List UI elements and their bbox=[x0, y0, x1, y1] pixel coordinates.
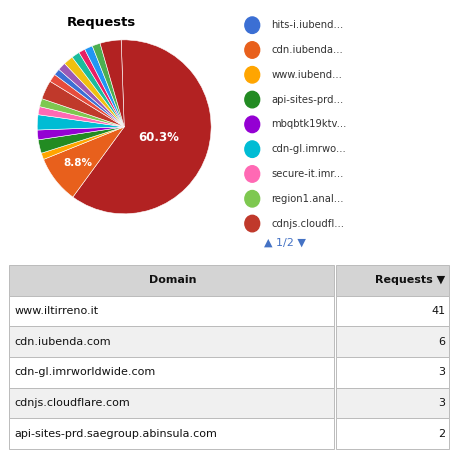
Wedge shape bbox=[55, 69, 124, 127]
Text: hits-i.iubend...: hits-i.iubend... bbox=[271, 20, 343, 30]
Text: cdn-gl.imrworldwide.com: cdn-gl.imrworldwide.com bbox=[15, 367, 156, 377]
Bar bbox=[9, 388, 333, 419]
Text: Requests ▼: Requests ▼ bbox=[375, 275, 444, 285]
Text: www.iltirreno.it: www.iltirreno.it bbox=[15, 306, 98, 316]
Text: cdn-gl.imrwo...: cdn-gl.imrwo... bbox=[271, 144, 345, 154]
Bar bbox=[335, 296, 448, 327]
Circle shape bbox=[244, 166, 259, 182]
Circle shape bbox=[244, 92, 259, 108]
Text: 8.8%: 8.8% bbox=[63, 158, 92, 168]
Bar bbox=[335, 388, 448, 419]
Text: cdn.iubenda...: cdn.iubenda... bbox=[271, 45, 342, 55]
Text: Domain: Domain bbox=[148, 275, 196, 285]
Bar bbox=[9, 357, 333, 388]
Bar bbox=[335, 265, 448, 296]
Wedge shape bbox=[73, 40, 211, 214]
Circle shape bbox=[244, 141, 259, 157]
Text: region1.anal...: region1.anal... bbox=[271, 194, 343, 204]
Text: ▲ 1/2 ▼: ▲ 1/2 ▼ bbox=[264, 238, 306, 248]
Circle shape bbox=[244, 17, 259, 34]
Bar bbox=[9, 296, 333, 327]
Circle shape bbox=[244, 215, 259, 232]
Wedge shape bbox=[59, 63, 124, 127]
Text: 6: 6 bbox=[437, 337, 444, 347]
Circle shape bbox=[244, 42, 259, 58]
Text: api-sites-prd.saegroup.abinsula.com: api-sites-prd.saegroup.abinsula.com bbox=[15, 429, 217, 439]
Text: secure-it.imr...: secure-it.imr... bbox=[271, 169, 343, 179]
Circle shape bbox=[244, 191, 259, 207]
Bar bbox=[335, 357, 448, 388]
Wedge shape bbox=[79, 49, 124, 127]
Text: cdnjs.cloudflare.com: cdnjs.cloudflare.com bbox=[15, 398, 130, 408]
Wedge shape bbox=[41, 127, 124, 159]
Wedge shape bbox=[38, 106, 124, 127]
Bar bbox=[9, 327, 333, 357]
Wedge shape bbox=[72, 53, 124, 127]
Wedge shape bbox=[92, 43, 124, 127]
Text: 2: 2 bbox=[437, 429, 444, 439]
Text: cdnjs.cloudfl...: cdnjs.cloudfl... bbox=[271, 218, 343, 229]
Wedge shape bbox=[100, 40, 124, 127]
Bar bbox=[9, 265, 333, 296]
Wedge shape bbox=[39, 99, 124, 127]
Circle shape bbox=[244, 67, 259, 83]
Wedge shape bbox=[38, 127, 124, 153]
Circle shape bbox=[244, 116, 259, 133]
Wedge shape bbox=[42, 82, 124, 127]
Bar bbox=[335, 327, 448, 357]
Text: mbqbtk19ktv...: mbqbtk19ktv... bbox=[271, 120, 346, 130]
Wedge shape bbox=[44, 127, 124, 197]
Bar bbox=[335, 419, 448, 449]
Text: www.iubend...: www.iubend... bbox=[271, 70, 341, 80]
Text: cdn.iubenda.com: cdn.iubenda.com bbox=[15, 337, 111, 347]
Wedge shape bbox=[50, 74, 124, 127]
Text: Requests: Requests bbox=[67, 16, 135, 29]
Wedge shape bbox=[37, 127, 124, 140]
Wedge shape bbox=[84, 46, 124, 127]
Text: 3: 3 bbox=[437, 398, 444, 408]
Wedge shape bbox=[64, 57, 124, 127]
Bar bbox=[9, 419, 333, 449]
Text: 60.3%: 60.3% bbox=[138, 131, 179, 144]
Text: 3: 3 bbox=[437, 367, 444, 377]
Text: api-sites-prd...: api-sites-prd... bbox=[271, 95, 343, 105]
Text: 41: 41 bbox=[431, 306, 444, 316]
Wedge shape bbox=[37, 115, 124, 130]
